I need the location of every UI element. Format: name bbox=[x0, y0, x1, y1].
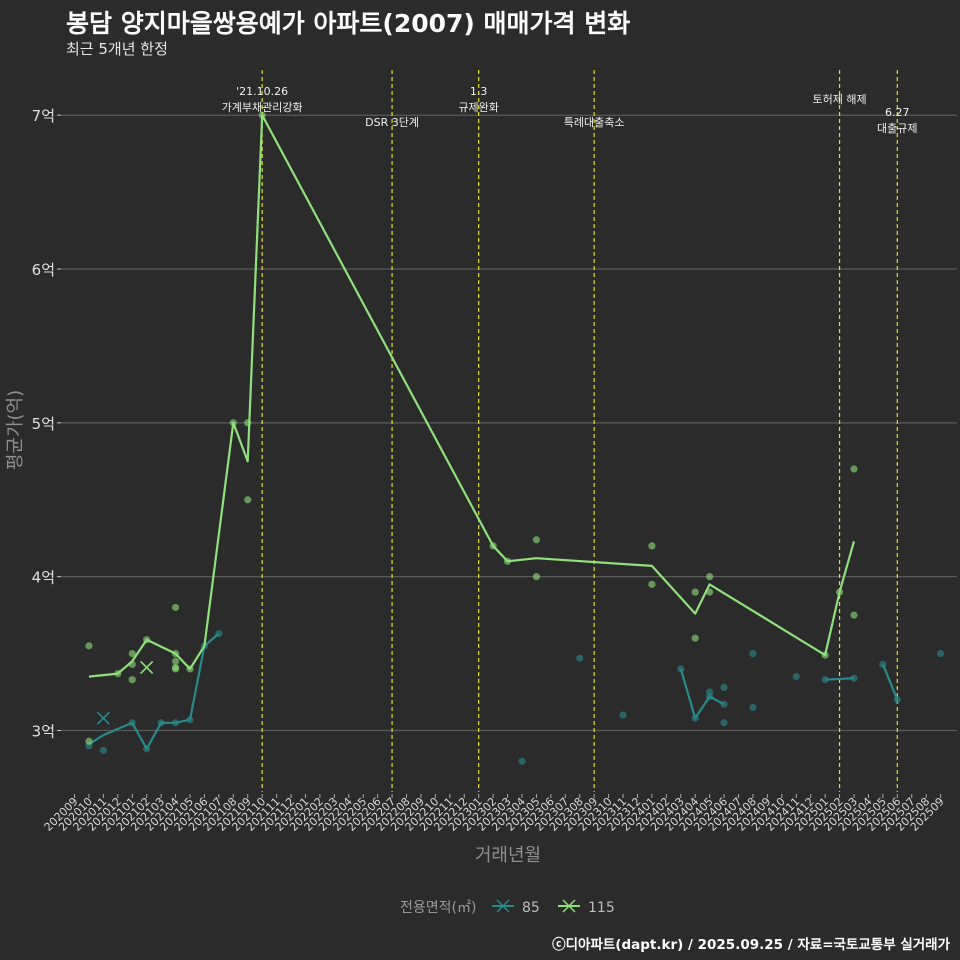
data-point-115 bbox=[532, 573, 541, 581]
event-label: 가계부채관리강화 bbox=[222, 101, 303, 114]
data-point-85 bbox=[619, 711, 627, 719]
data-point-115 bbox=[648, 580, 656, 588]
event-label: 특례대출축소 bbox=[564, 116, 625, 129]
legend-label: 115 bbox=[588, 900, 615, 916]
data-point-115 bbox=[532, 536, 541, 544]
event-label: 규제완화 bbox=[458, 101, 498, 114]
legend-title: 전용면적(㎡) bbox=[400, 900, 476, 916]
cross-marker-115 bbox=[140, 660, 154, 674]
data-point-85 bbox=[937, 649, 945, 658]
data-point-85 bbox=[720, 719, 728, 727]
data-point-115 bbox=[85, 737, 93, 745]
data-point-85 bbox=[749, 703, 757, 712]
data-point-85 bbox=[706, 688, 714, 696]
chart-title: 봉담 양지마을쌍용예가 아파트(2007) 매매가격 변화 bbox=[66, 9, 631, 38]
data-point-85 bbox=[749, 649, 757, 658]
data-point-115 bbox=[171, 657, 180, 665]
data-point-85 bbox=[99, 746, 107, 755]
legend-swatch-cross bbox=[562, 899, 576, 913]
series-line-115 bbox=[88, 114, 856, 678]
series-line-85 bbox=[825, 677, 855, 681]
data-point-115 bbox=[171, 663, 180, 672]
data-point-115 bbox=[85, 642, 93, 650]
y-tick-label: 3억 bbox=[32, 722, 55, 740]
legend-swatch-cross bbox=[496, 899, 510, 913]
data-point-85 bbox=[792, 673, 800, 681]
data-point-115 bbox=[648, 542, 656, 550]
event-label: 1.3 bbox=[470, 85, 488, 98]
series-line-85 bbox=[881, 663, 899, 701]
data-point-115 bbox=[128, 676, 136, 684]
cross-marker-85 bbox=[96, 711, 110, 725]
y-tick-label: 4억 bbox=[32, 569, 55, 587]
chart-subtitle: 최근 5개년 한정 bbox=[66, 40, 168, 58]
data-point-115 bbox=[128, 649, 136, 658]
event-label: 6.27 bbox=[885, 106, 910, 119]
data-point-115 bbox=[706, 573, 714, 581]
y-tick-label: 7억 bbox=[32, 107, 55, 125]
x-axis-title: 거래년월 bbox=[475, 845, 541, 866]
data-point-115 bbox=[691, 588, 699, 596]
y-tick-label: 5억 bbox=[32, 415, 55, 433]
chart-caption: ⓒ디아파트(dapt.kr) / 2025.09.25 / 자료=국토교통부 실… bbox=[552, 937, 950, 953]
data-point-115 bbox=[691, 634, 699, 642]
event-label: 대출규제 bbox=[877, 122, 917, 135]
event-label: '21.10.26 bbox=[236, 85, 288, 98]
data-point-115 bbox=[244, 496, 252, 504]
event-label: 토허제 해제 bbox=[813, 92, 867, 106]
y-tick-label: 6억 bbox=[32, 261, 55, 279]
data-point-115 bbox=[850, 465, 858, 473]
data-point-115 bbox=[850, 611, 858, 619]
legend-label: 85 bbox=[522, 900, 540, 916]
y-axis-title: 평균가(억) bbox=[5, 390, 26, 470]
data-point-115 bbox=[171, 603, 180, 612]
series-line-85 bbox=[88, 632, 220, 751]
data-point-85 bbox=[720, 683, 728, 692]
data-point-85 bbox=[518, 757, 526, 765]
series-line-85 bbox=[679, 668, 725, 720]
event-label: DSR 3단계 bbox=[365, 116, 419, 129]
data-point-85 bbox=[576, 654, 584, 662]
